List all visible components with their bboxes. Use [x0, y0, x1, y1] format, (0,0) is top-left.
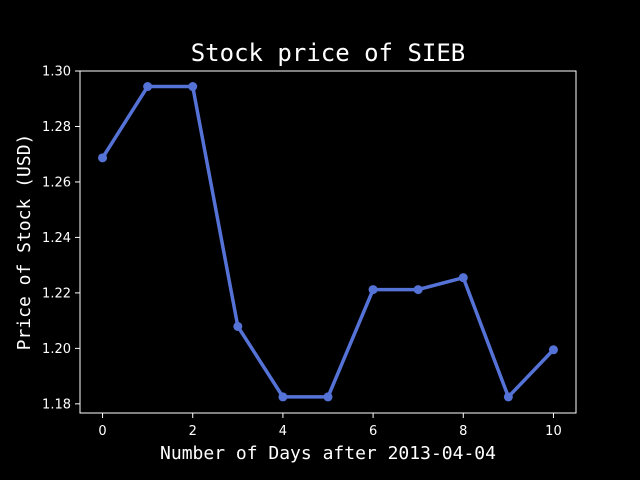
x-tick-label: 8 — [459, 424, 467, 439]
x-tick-label: 0 — [98, 424, 106, 439]
y-tick-label: 1.28 — [42, 120, 71, 135]
y-axis-label: Price of Stock (USD) — [14, 134, 35, 351]
x-tick-label: 4 — [279, 424, 287, 439]
data-point — [368, 285, 378, 295]
series-layer — [98, 82, 558, 402]
data-point — [548, 345, 558, 355]
data-point — [458, 273, 468, 283]
data-point — [233, 321, 243, 331]
series-line — [100, 84, 556, 399]
x-tick-label: 6 — [369, 424, 377, 439]
x-tick-label: 10 — [545, 424, 562, 439]
x-axis: 0 2 4 6 8 10 — [98, 413, 562, 439]
data-point — [278, 392, 288, 402]
y-tick-label: 1.24 — [42, 231, 71, 246]
chart-title: Stock price of SIEB — [191, 39, 466, 67]
y-tick-label: 1.18 — [42, 397, 71, 412]
data-point — [98, 153, 108, 163]
y-tick-label: 1.22 — [42, 286, 71, 301]
data-point — [323, 392, 333, 402]
x-tick-label: 2 — [189, 424, 197, 439]
y-axis: 1.18 1.20 1.22 1.24 1.26 1.28 1.30 — [42, 65, 80, 412]
y-tick-label: 1.20 — [42, 342, 71, 357]
data-point — [503, 392, 513, 402]
y-tick-label: 1.30 — [42, 65, 71, 80]
plot-frame — [79, 70, 577, 414]
data-point — [188, 82, 198, 92]
data-point — [413, 285, 423, 295]
y-tick-label: 1.26 — [42, 175, 71, 190]
data-point — [143, 82, 153, 92]
x-axis-label: Number of Days after 2013-04-04 — [160, 443, 496, 464]
